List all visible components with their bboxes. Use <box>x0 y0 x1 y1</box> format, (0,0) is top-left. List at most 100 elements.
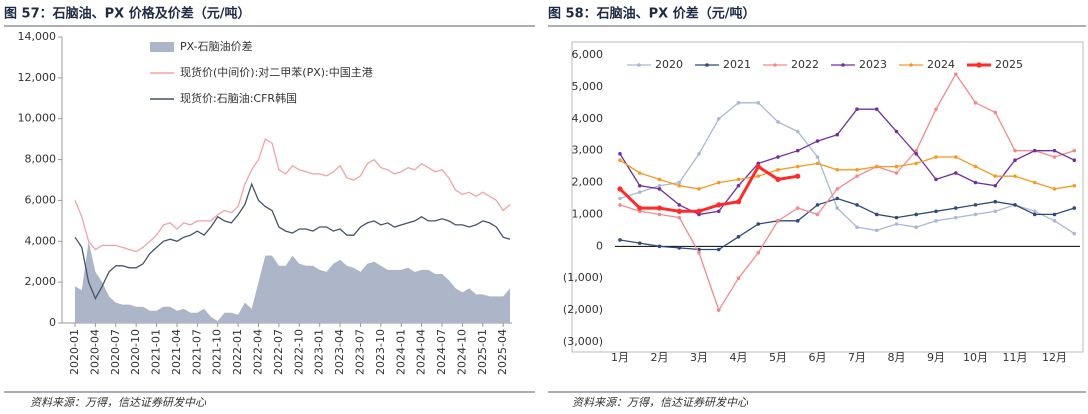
x-tick-label: 2023-01 <box>313 329 326 375</box>
point <box>934 155 938 159</box>
y-tick-label: (2,000) <box>563 303 603 316</box>
point <box>795 148 800 153</box>
point <box>618 152 622 156</box>
point <box>1052 155 1057 159</box>
point <box>618 158 622 163</box>
point <box>993 174 998 178</box>
x-tick-label: 5月 <box>769 351 787 364</box>
point <box>716 247 721 252</box>
x-tick-label: 10月 <box>963 351 988 364</box>
point <box>934 107 938 112</box>
point <box>815 212 820 217</box>
y-tick-label: 10,000 <box>18 112 57 125</box>
y-tick-label: 14,000 <box>18 30 57 43</box>
point <box>736 234 741 239</box>
legend-label: 2023 <box>859 58 887 71</box>
point <box>736 183 741 188</box>
point <box>677 180 682 185</box>
point <box>1032 180 1037 185</box>
point <box>716 209 721 214</box>
legend-label: 现货价:石脑油:CFR韩国 <box>180 91 297 105</box>
point <box>815 161 820 166</box>
point <box>676 208 682 214</box>
legend-marker <box>976 62 982 68</box>
line <box>619 156 1075 190</box>
point <box>874 212 879 217</box>
line <box>619 197 1075 251</box>
x-tick-label: 6月 <box>809 351 827 364</box>
y-tick-label: (3,000) <box>563 335 603 348</box>
point <box>755 164 761 170</box>
point <box>637 183 642 188</box>
line <box>74 182 511 300</box>
point <box>914 152 919 156</box>
x-tick-label: 2024-07 <box>435 329 448 375</box>
point <box>914 161 919 166</box>
point <box>1052 212 1057 217</box>
point <box>677 215 682 220</box>
point <box>776 219 780 223</box>
point <box>855 225 859 229</box>
legend-marker <box>773 63 777 67</box>
x-tick-label: 11月 <box>1003 351 1028 364</box>
point <box>716 202 722 208</box>
point <box>855 107 859 112</box>
point <box>835 187 840 191</box>
x-tick-label: 1月 <box>611 351 629 364</box>
source: 资料来源：万得，信达证券研发中心 <box>30 396 207 409</box>
line <box>74 138 511 253</box>
y-tick-label: 4,000 <box>25 234 57 247</box>
y-tick-label: (1,000) <box>563 271 603 284</box>
point <box>756 250 761 255</box>
x-tick-label: 9月 <box>927 351 945 364</box>
point <box>953 155 958 159</box>
x-tick-label: 2023-04 <box>333 329 346 375</box>
x-tick-label: 2021-01 <box>150 329 163 375</box>
x-tick-label: 2024-04 <box>415 329 428 375</box>
y-tick-label: 0 <box>596 239 603 252</box>
x-tick-label: 8月 <box>888 351 906 364</box>
point <box>894 171 899 175</box>
x-tick-label: 2022-01 <box>231 329 244 375</box>
point <box>637 241 642 245</box>
point <box>735 199 742 205</box>
point <box>657 212 662 217</box>
point <box>795 129 800 134</box>
point <box>1072 231 1077 236</box>
y-tick-label: 3,000 <box>572 144 604 157</box>
point <box>1013 203 1017 207</box>
source: 资料来源：万得，信达证券研发中心 <box>572 396 749 409</box>
point <box>1032 212 1037 217</box>
point <box>657 187 662 191</box>
point <box>914 148 919 153</box>
point <box>677 183 682 188</box>
point <box>1052 148 1057 153</box>
x-tick-label: 2023-07 <box>353 329 366 375</box>
point <box>716 116 721 121</box>
point <box>815 155 820 159</box>
point <box>874 228 879 233</box>
point <box>953 215 958 220</box>
point <box>736 276 741 281</box>
point <box>855 168 859 172</box>
point <box>835 132 840 137</box>
line <box>619 102 1075 235</box>
legend-marker <box>705 63 709 67</box>
legend-marker <box>841 63 845 67</box>
line <box>618 164 799 213</box>
y-tick-label: 6,000 <box>572 48 604 61</box>
x-tick-label: 3月 <box>690 351 708 364</box>
point <box>756 222 761 226</box>
point <box>716 308 721 312</box>
y-tick-label: 2,000 <box>572 176 604 189</box>
x-tick-label: 4月 <box>730 351 748 364</box>
point <box>618 238 622 242</box>
x-tick-label: 2021-10 <box>211 329 224 375</box>
y-tick-label: 8,000 <box>25 153 57 166</box>
point <box>1013 148 1017 153</box>
point <box>618 196 622 201</box>
line <box>619 108 1075 216</box>
point <box>795 219 800 223</box>
legend-marker <box>909 63 913 67</box>
